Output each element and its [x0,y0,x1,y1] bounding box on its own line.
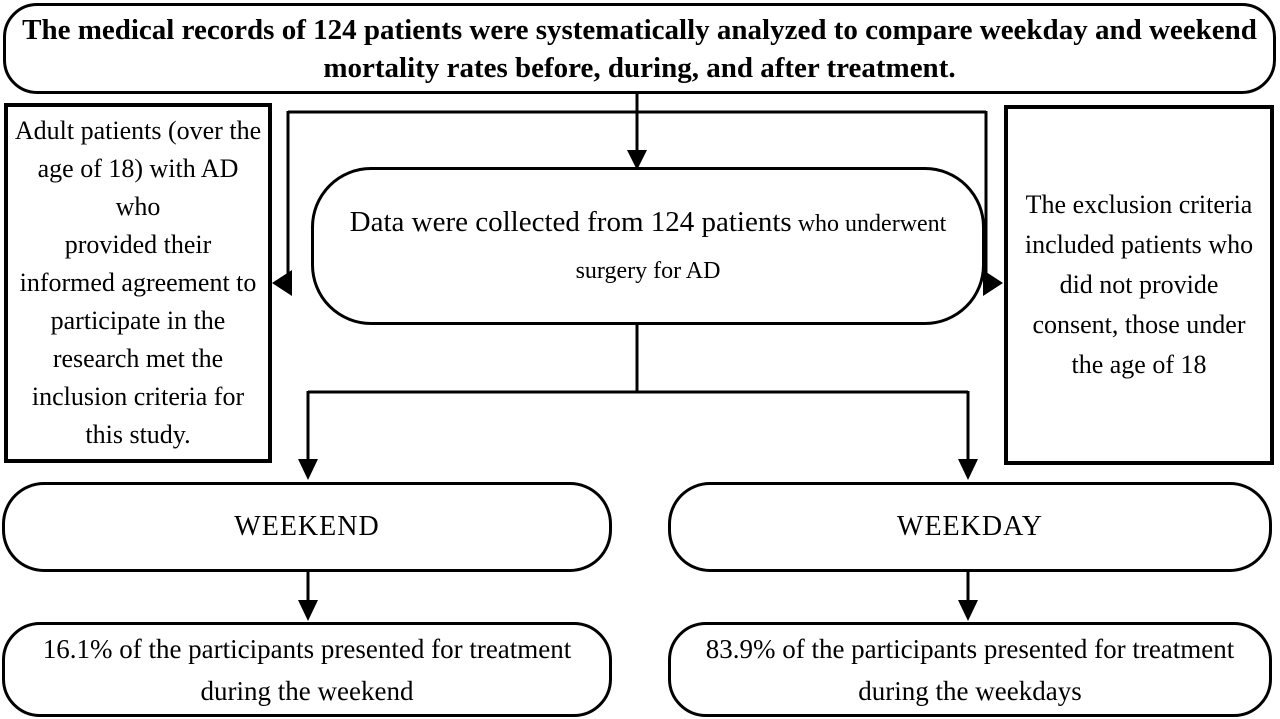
text-segment: who underwent [791,210,947,237]
arrow-to-exclusion-head [983,270,1003,296]
arrow-to-weekend-head [298,459,318,480]
text-segment: Data were collected from 124 patients [349,205,792,238]
text-line: this study. [85,420,191,449]
text-line: surgery for AD [575,257,721,284]
text-line: The exclusion criteria [1025,190,1253,219]
text-line: Adult patients (over the [14,116,262,145]
weekday-box: WEEKDAY [668,482,1272,572]
arrow-weekend-result-head [298,600,318,621]
arrow-to-inclusion-head [272,270,292,296]
weekday-result-box: 83.9% of the participants presented for … [668,622,1272,717]
weekday-label: WEEKDAY [897,511,1043,542]
title-line: mortality rates before, during, and afte… [323,51,956,84]
text-line: 16.1% of the participants presented for … [42,633,572,664]
arrow-weekday-result-head [958,600,978,621]
text-line: included patients who [1024,230,1254,259]
text-line: Data were collected from 124 patients wh… [350,200,947,249]
text-line: participate in the [50,306,226,335]
text-line: did not provide [1059,270,1219,299]
weekend-result-box: 16.1% of the participants presented for … [2,622,612,717]
text-line: provided their [64,230,212,259]
weekend-box: WEEKEND [2,482,612,572]
arrow-to-weekday-head [958,459,978,480]
title-box: The medical records of 124 patients were… [3,3,1276,94]
text-line: 83.9% of the participants presented for … [705,633,1235,664]
data-collection-box: Data were collected from 124 patients wh… [311,167,985,325]
text-line: during the weekdays [858,675,1082,706]
exclusion-criteria-box: The exclusion criteria included patients… [1004,105,1274,465]
text-line: during the weekend [200,675,414,706]
title-line: The medical records of 124 patients were… [22,13,1257,46]
text-line: inclusion criteria for [31,382,245,411]
text-line: the age of 18 [1071,350,1207,379]
arrow-title-to-collection-head [627,150,647,170]
text-line: research met the [52,344,224,373]
text-line: age of 18) with AD who [37,154,239,221]
weekend-label: WEEKEND [234,511,380,542]
inclusion-criteria-box: Adult patients (over the age of 18) with… [4,103,272,463]
text-line: informed agreement to [19,268,257,297]
text-line: consent, those under [1032,310,1246,339]
